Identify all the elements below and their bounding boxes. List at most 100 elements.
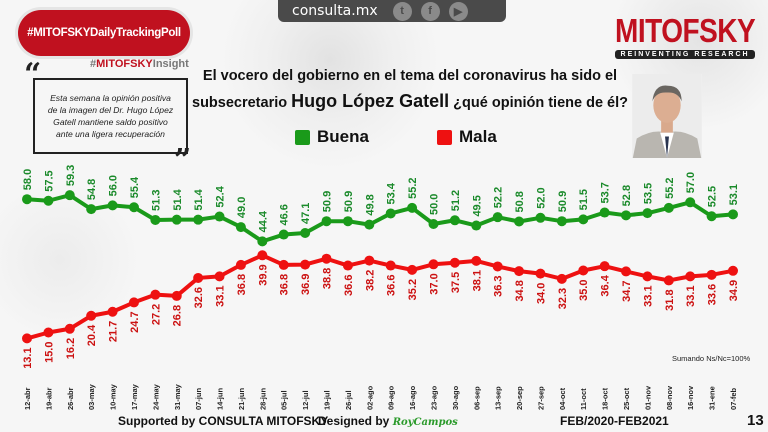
- facebook-icon[interactable]: f: [420, 1, 440, 21]
- data-point-mala: [514, 266, 525, 277]
- data-point-buena: [556, 216, 567, 227]
- data-label-buena: 59.3: [65, 165, 77, 186]
- data-point-buena: [449, 215, 460, 226]
- data-point-mala: [535, 268, 546, 279]
- data-point-buena: [278, 229, 289, 240]
- data-point-buena: [728, 209, 738, 220]
- data-point-mala: [278, 259, 289, 270]
- data-label-buena: 51.3: [150, 190, 162, 211]
- data-point-buena: [663, 202, 674, 213]
- x-tick-label: 17-may: [130, 383, 139, 410]
- data-label-mala: 16.2: [65, 338, 77, 359]
- data-label-buena: 58.0: [22, 169, 34, 190]
- data-label-buena: 55.2: [407, 177, 419, 198]
- data-label-mala: 27.2: [150, 304, 162, 325]
- x-tick-label: 24-may: [151, 383, 160, 410]
- data-label-mala: 31.8: [664, 289, 676, 310]
- data-label-buena: 49.8: [364, 194, 376, 215]
- data-label-mala: 39.9: [257, 264, 269, 285]
- data-point-buena: [364, 219, 375, 230]
- data-point-buena: [22, 194, 32, 205]
- data-point-buena: [385, 208, 396, 219]
- footer: Supported by CONSULTA MITOFSKY Designed …: [0, 412, 768, 432]
- x-tick-label: 21-jun: [237, 387, 246, 410]
- data-label-mala: 35.2: [407, 279, 419, 300]
- data-label-mala: 24.7: [129, 311, 141, 332]
- twitter-icon[interactable]: t: [392, 1, 412, 21]
- data-label-mala: 36.8: [279, 274, 291, 295]
- mitofsky-logo: MITOFSKY REINVENTING RESEARCH: [615, 11, 756, 59]
- legend-buena: Buena: [295, 127, 369, 147]
- x-tick-label: 19-abr: [44, 387, 53, 410]
- x-tick-label: 07-jun: [194, 387, 203, 410]
- data-point-mala: [300, 259, 311, 270]
- x-tick-label: 12-jul: [301, 390, 310, 410]
- data-point-buena: [428, 219, 439, 229]
- data-label-mala: 34.9: [728, 280, 740, 301]
- data-point-mala: [578, 265, 589, 276]
- site-link[interactable]: consulta.mx: [292, 3, 378, 19]
- question-name: Hugo López Gatell: [291, 91, 450, 111]
- open-quote-icon: “: [24, 57, 42, 92]
- data-point-buena: [214, 211, 225, 222]
- x-tick-label: 28-jun: [258, 387, 267, 410]
- data-point-buena: [193, 214, 204, 225]
- youtube-icon[interactable]: ▶: [448, 1, 468, 21]
- insight-quote: Esta semana la opinión positiva de la im…: [33, 78, 188, 154]
- series-line-mala: [26, 253, 734, 341]
- data-label-buena: 52.2: [493, 187, 505, 208]
- legend-swatch-mala: [437, 129, 452, 145]
- data-label-mala: 32.3: [557, 288, 569, 309]
- data-label-buena: 51.4: [193, 188, 205, 210]
- data-point-buena: [257, 236, 268, 247]
- x-tick-label: 19-jul: [323, 390, 332, 410]
- data-point-buena: [107, 200, 118, 211]
- data-label-buena: 52.0: [535, 187, 547, 208]
- data-point-mala: [385, 260, 396, 271]
- data-point-mala: [685, 271, 696, 282]
- data-label-buena: 49.5: [471, 195, 483, 216]
- data-point-buena: [471, 220, 482, 231]
- x-tick-label: 20-sep: [515, 386, 524, 410]
- data-label-mala: 36.6: [343, 275, 355, 296]
- data-point-mala: [43, 327, 54, 338]
- question-line-1: El vocero del gobierno en el tema del co…: [202, 68, 618, 84]
- data-label-mala: 33.1: [215, 285, 227, 306]
- chart-question: El vocero del gobierno en el tema del co…: [190, 64, 630, 116]
- x-tick-label: 26-abr: [66, 387, 75, 410]
- data-point-buena: [685, 197, 696, 208]
- data-label-mala: 15.0: [43, 342, 55, 363]
- x-tick-label: 26-jul: [344, 390, 353, 410]
- x-tick-label: 14-jun: [216, 387, 225, 410]
- insight-brand: MITOFSKY: [96, 58, 153, 70]
- data-point-mala: [492, 261, 503, 272]
- data-label-mala: 20.4: [86, 324, 98, 346]
- data-label-mala: 34.7: [621, 280, 633, 301]
- data-label-buena: 51.2: [450, 190, 462, 211]
- data-label-buena: 52.5: [707, 186, 719, 207]
- insight-suffix: Insight: [152, 58, 189, 70]
- data-label-buena: 50.8: [514, 191, 526, 212]
- data-point-buena: [235, 222, 246, 233]
- data-point-mala: [193, 272, 204, 283]
- data-label-buena: 50.9: [343, 191, 355, 212]
- logo-name: MITOFSKY: [615, 11, 756, 50]
- data-label-mala: 38.2: [364, 270, 376, 291]
- data-label-buena: 44.4: [257, 210, 269, 232]
- data-label-buena: 57.5: [43, 170, 55, 191]
- close-quote-icon: ”: [174, 143, 192, 178]
- data-label-buena: 52.4: [215, 185, 227, 207]
- data-point-mala: [706, 269, 717, 280]
- data-point-buena: [171, 214, 182, 225]
- x-tick-label: 30-ago: [451, 385, 460, 410]
- data-point-buena: [128, 202, 139, 213]
- chart-note: Sumando Ns/Nc=100%: [672, 354, 751, 363]
- data-point-mala: [364, 255, 375, 266]
- data-point-mala: [449, 257, 460, 268]
- data-point-buena: [642, 208, 653, 219]
- data-point-buena: [492, 212, 503, 223]
- legend-swatch-buena: [295, 129, 310, 145]
- data-label-buena: 50.9: [322, 191, 334, 212]
- data-point-mala: [407, 264, 418, 275]
- data-label-mala: 34.8: [514, 280, 526, 301]
